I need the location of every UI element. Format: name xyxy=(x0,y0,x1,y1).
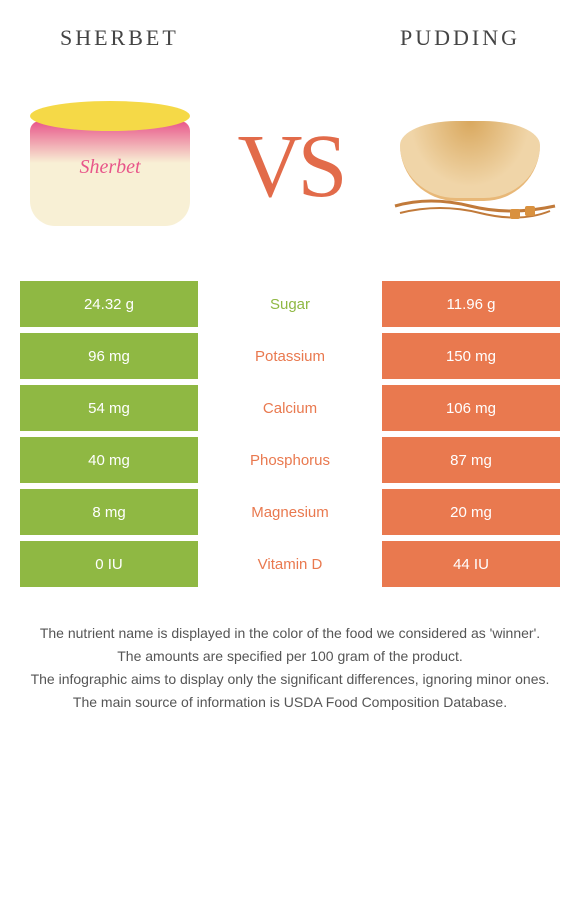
title-right: PUDDING xyxy=(400,25,520,51)
value-right: 87 mg xyxy=(382,437,560,483)
value-right: 106 mg xyxy=(382,385,560,431)
value-left: 40 mg xyxy=(20,437,198,483)
value-left: 96 mg xyxy=(20,333,198,379)
footnote-line: The nutrient name is displayed in the co… xyxy=(25,623,555,644)
nutrient-label: Vitamin D xyxy=(198,541,382,587)
nutrient-table: 24.32 gSugar11.96 g 96 mgPotassium150 mg 5… xyxy=(0,281,580,587)
value-right: 44 IU xyxy=(382,541,560,587)
table-row: 24.32 gSugar11.96 g xyxy=(20,281,560,327)
table-row: 40 mgPhosphorus87 mg xyxy=(20,437,560,483)
value-left: 54 mg xyxy=(20,385,198,431)
value-right: 150 mg xyxy=(382,333,560,379)
header: SHERBET PUDDING xyxy=(0,0,580,61)
nutrient-label: Calcium xyxy=(198,385,382,431)
nutrient-label: Sugar xyxy=(198,281,382,327)
table-row: 8 mgMagnesium20 mg xyxy=(20,489,560,535)
nutrient-label: Potassium xyxy=(198,333,382,379)
value-right: 20 mg xyxy=(382,489,560,535)
table-row: 0 IUVitamin D44 IU xyxy=(20,541,560,587)
value-left: 24.32 g xyxy=(20,281,198,327)
footnote-line: The main source of information is USDA F… xyxy=(25,692,555,713)
footnote-line: The amounts are specified per 100 gram o… xyxy=(25,646,555,667)
pudding-image xyxy=(380,81,560,251)
value-right: 11.96 g xyxy=(382,281,560,327)
table-row: 96 mgPotassium150 mg xyxy=(20,333,560,379)
caramel-drizzle-icon xyxy=(390,191,560,221)
nutrient-label: Magnesium xyxy=(198,489,382,535)
sherbet-image: Sherbet xyxy=(20,81,200,251)
title-left: SHERBET xyxy=(60,25,179,51)
images-row: Sherbet VS xyxy=(0,61,580,281)
footnotes: The nutrient name is displayed in the co… xyxy=(0,593,580,713)
nutrient-label: Phosphorus xyxy=(198,437,382,483)
footnote-line: The infographic aims to display only the… xyxy=(25,669,555,690)
value-left: 0 IU xyxy=(20,541,198,587)
vs-label: VS xyxy=(237,115,342,218)
table-row: 54 mgCalcium106 mg xyxy=(20,385,560,431)
sherbet-cup-label: Sherbet xyxy=(30,156,190,179)
value-left: 8 mg xyxy=(20,489,198,535)
